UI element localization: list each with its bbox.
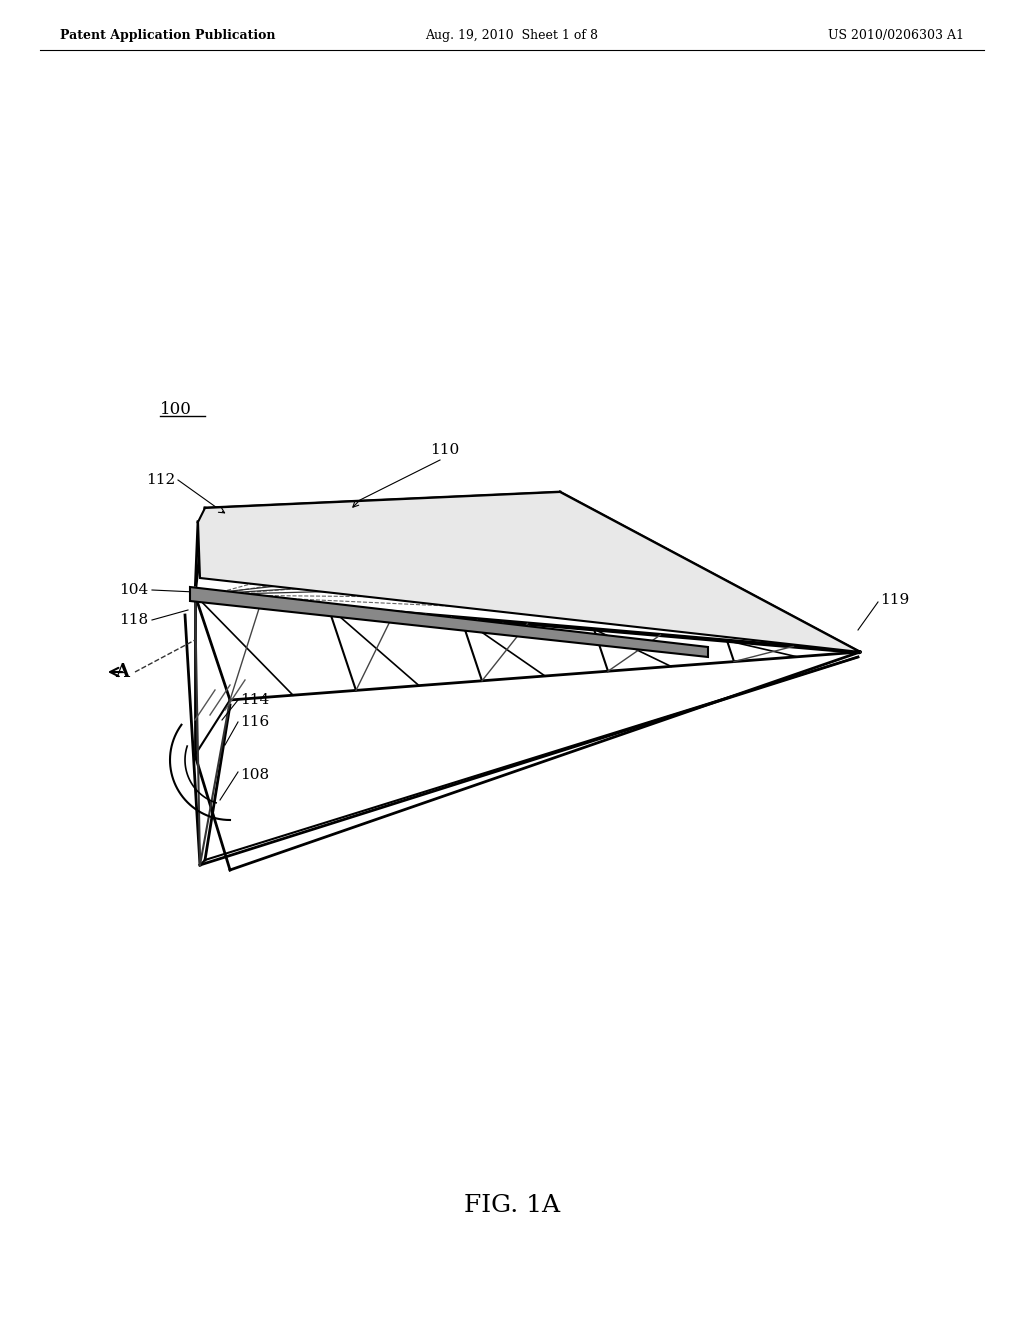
Polygon shape [198,492,860,652]
Text: 114: 114 [240,693,269,708]
Text: 118: 118 [119,612,148,627]
Text: US 2010/0206303 A1: US 2010/0206303 A1 [828,29,964,41]
Text: 110: 110 [430,444,459,457]
Text: A: A [115,663,129,681]
Text: 104: 104 [119,583,148,597]
Text: 116: 116 [240,715,269,729]
Text: 108: 108 [240,768,269,781]
Text: 119: 119 [880,593,909,607]
Text: Aug. 19, 2010  Sheet 1 of 8: Aug. 19, 2010 Sheet 1 of 8 [426,29,598,41]
Text: 100: 100 [160,401,191,418]
Polygon shape [190,587,708,657]
Text: Patent Application Publication: Patent Application Publication [60,29,275,41]
Text: FIG. 1A: FIG. 1A [464,1193,560,1217]
Text: 112: 112 [145,473,175,487]
